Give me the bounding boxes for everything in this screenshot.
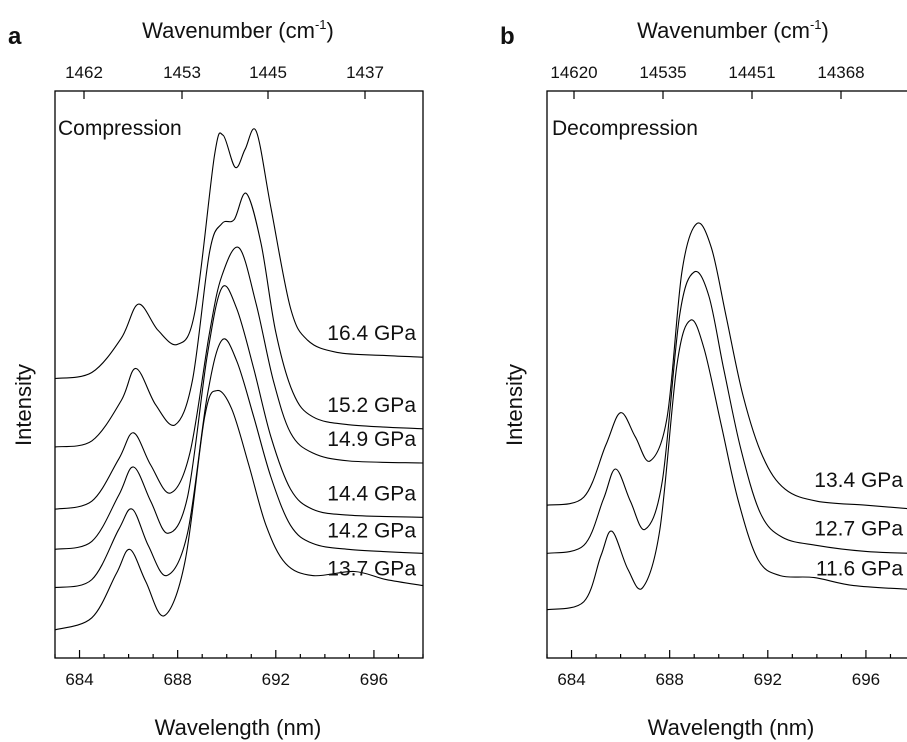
panel-a-trace bbox=[54, 128, 424, 380]
panel-a-top-tick-label: 1437 bbox=[346, 63, 384, 82]
panel-a-x-tick-label: 696 bbox=[360, 670, 388, 689]
panel-a-series-label: 14.2 GPa bbox=[327, 519, 416, 542]
panel-b: b Wavenumber (cm-1) 684 688 692 696 14620 145… bbox=[500, 17, 907, 740]
panel-a-y-axis-title: Intensity bbox=[11, 364, 36, 446]
panel-b-labels: 13.4 GPa 12.7 GPa 11.6 GPa bbox=[814, 469, 903, 580]
panel-a-trace bbox=[54, 246, 424, 510]
panel-b-x-tick-label: 696 bbox=[852, 670, 880, 689]
panel-b-annotation: Decompression bbox=[552, 117, 698, 140]
panel-b-trace bbox=[546, 319, 907, 611]
panel-b-y-axis-title: Intensity bbox=[502, 364, 527, 446]
panel-b-letter: b bbox=[500, 23, 515, 50]
panel-b-traces bbox=[546, 222, 907, 611]
panel-a-x-tick-label: 684 bbox=[65, 670, 93, 689]
panel-a-top-tick-label: 1445 bbox=[249, 63, 287, 82]
panel-b-series-label: 11.6 GPa bbox=[816, 558, 903, 581]
panel-b-x-tick-label: 692 bbox=[754, 670, 782, 689]
panel-a-letter: a bbox=[8, 23, 22, 50]
panel-b-trace bbox=[546, 222, 907, 510]
panel-b-series-label: 12.7 GPa bbox=[814, 517, 903, 540]
panel-a-plot-frame bbox=[54, 90, 424, 659]
panel-b-x-axis-title: Wavelength (nm) bbox=[648, 715, 815, 740]
panel-a-series-label: 16.4 GPa bbox=[327, 322, 416, 345]
panel-a-trace bbox=[54, 285, 424, 550]
panel-a-traces bbox=[54, 128, 424, 631]
panel-b-top-tick-label: 14535 bbox=[639, 63, 686, 82]
panel-a-series-label: 15.2 GPa bbox=[327, 394, 416, 417]
panel-a-labels: 16.4 GPa 15.2 GPa 14.9 GPa 14.4 GPa 14.2 GPa… bbox=[327, 322, 416, 580]
panel-a-series-label: 14.9 GPa bbox=[327, 428, 416, 451]
panel-b-top-axis-title: Wavenumber (cm-1) bbox=[637, 17, 829, 43]
panel-b-plot-frame bbox=[546, 90, 907, 659]
panel-a-annotation: Compression bbox=[58, 117, 182, 140]
panel-a-top-tick-label: 1453 bbox=[163, 63, 201, 82]
panel-b-trace bbox=[546, 270, 907, 554]
panel-a-trace bbox=[54, 338, 424, 589]
panel-a-series-label: 14.4 GPa bbox=[327, 482, 416, 505]
panel-b-ticks: 684 688 692 696 14620 14535 14451 14368 bbox=[546, 63, 892, 689]
panel-a-x-tick-label: 688 bbox=[163, 670, 191, 689]
panel-a-series-label: 13.7 GPa bbox=[327, 558, 416, 581]
panel-b-series-label: 13.4 GPa bbox=[814, 469, 903, 492]
panel-a-top-axis-title: Wavenumber (cm-1) bbox=[142, 17, 334, 43]
panel-a-top-tick-label: 1462 bbox=[65, 63, 103, 82]
panel-b-x-tick-label: 688 bbox=[655, 670, 683, 689]
panel-b-top-tick-label: 14368 bbox=[817, 63, 864, 82]
panel-b-top-tick-label: 14451 bbox=[728, 63, 775, 82]
panel-a-trace bbox=[54, 192, 424, 448]
panel-a-x-tick-label: 692 bbox=[262, 670, 290, 689]
panel-a: a Wavenumber (cm-1) 684 688 692 696 1462 1453… bbox=[8, 17, 424, 740]
panel-b-x-tick-label: 684 bbox=[557, 670, 585, 689]
panel-a-x-axis-title: Wavelength (nm) bbox=[155, 715, 322, 740]
panel-b-top-tick-label: 14620 bbox=[550, 63, 597, 82]
panel-a-trace bbox=[54, 389, 424, 631]
panel-a-ticks: 684 688 692 696 1462 1453 1445 1437 bbox=[54, 63, 424, 689]
